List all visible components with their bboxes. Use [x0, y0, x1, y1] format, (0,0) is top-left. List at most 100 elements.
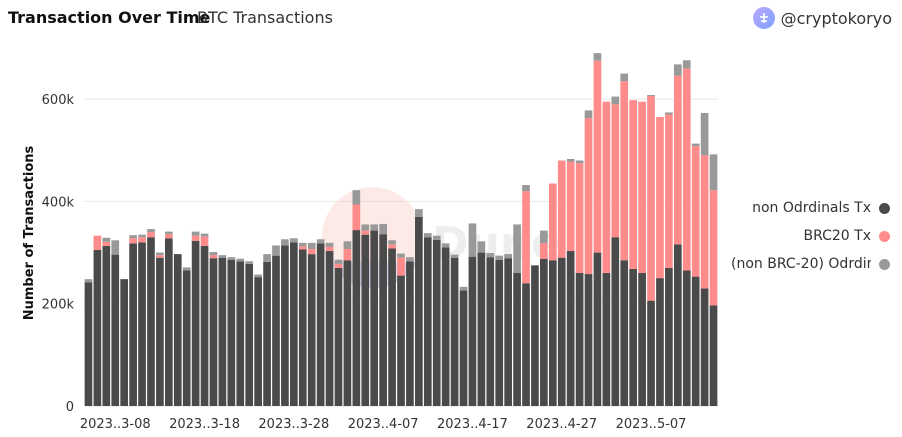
bar-segment-brc20 [200, 236, 209, 246]
legend-dot [879, 230, 890, 242]
bar-segment-non-ordinals [263, 261, 271, 406]
bar-segment-non-brc20-ordinals [459, 286, 468, 291]
legend-dot [879, 202, 890, 214]
legend-label: (non BRC-20) Odrdinals Tx [731, 256, 871, 272]
bar-segment-non-brc20-ordinals [647, 95, 655, 97]
bar-segment-non-ordinals [700, 288, 709, 406]
bar-segment-non-brc20-ordinals [370, 224, 379, 231]
bar-segment-non-ordinals [513, 273, 521, 406]
bar-segment-non-ordinals [93, 250, 102, 406]
y-tick-label: 200k [42, 298, 75, 313]
bar-segment-brc20 [709, 190, 718, 306]
bar-segment-non-ordinals [531, 265, 539, 406]
bar-segment-non-ordinals [379, 234, 387, 406]
bar-segment-brc20 [540, 243, 548, 259]
bar-segment-non-brc20-ordinals [441, 243, 450, 248]
x-tick-label: 2023..5-07 [616, 417, 687, 432]
bar-segment-non-brc20-ordinals [343, 241, 352, 249]
bar-segment-non-ordinals [682, 270, 691, 406]
y-tick-label: 0 [66, 400, 74, 415]
bar-segment-non-ordinals [334, 267, 343, 406]
legend-item-non-brc20-ordinals[interactable]: (non BRC-20) Odrdinals Tx [726, 252, 890, 276]
bar-segment-non-ordinals [522, 283, 530, 406]
bar-segment-non-brc20-ordinals [156, 252, 164, 256]
bar-segment-non-brc20-ordinals [218, 255, 227, 258]
bar-segment-non-brc20-ordinals [691, 143, 700, 147]
x-tick-label: 2023..3-28 [258, 417, 329, 432]
bar-segment-brc20 [557, 160, 566, 258]
bar-segment-brc20 [566, 161, 575, 252]
bar-segment-non-brc20-ordinals [682, 60, 691, 69]
legend-item-non-ordinals[interactable]: non Odrdinals Tx [726, 196, 890, 220]
legend-dot [879, 258, 890, 270]
bar-segment-brc20 [620, 81, 629, 261]
bar-segment-non-ordinals [432, 239, 441, 406]
bar-segment-non-ordinals [182, 270, 191, 406]
bar-segment-non-ordinals [209, 258, 218, 406]
bar-segment-non-brc20-ordinals [415, 209, 423, 217]
bar-segment-non-ordinals [218, 257, 227, 406]
bar-segment-non-brc20-ordinals [540, 230, 548, 244]
bar-segment-brc20 [388, 244, 396, 249]
author[interactable]: @cryptokoryo [752, 6, 892, 30]
bar-segment-non-brc20-ordinals [254, 274, 262, 278]
chart-header: Transaction Over Time BTC Transactions @… [0, 0, 902, 36]
bar-segment-non-ordinals [227, 259, 236, 406]
bar-segment-non-ordinals [316, 243, 325, 406]
bar-segment-non-brc20-ordinals [700, 112, 709, 156]
x-tick-label: 2023..4-17 [437, 417, 508, 432]
bar-segment-non-ordinals [709, 305, 718, 406]
bar-segment-non-ordinals [540, 258, 548, 406]
bar-segment-non-ordinals [629, 268, 638, 406]
bar-segment-non-brc20-ordinals [397, 253, 405, 258]
bar-segment-non-brc20-ordinals [450, 254, 459, 258]
bar-segment-non-brc20-ordinals [200, 233, 209, 237]
bar-segment-non-brc20-ordinals [361, 224, 370, 231]
bar-segment-non-ordinals [441, 247, 450, 406]
bar-segment-non-ordinals [84, 282, 93, 406]
x-tick-label: 2023..4-07 [348, 417, 419, 432]
x-tick-label: 2023..3-08 [80, 417, 151, 432]
bar-segment-non-brc20-ordinals [379, 223, 387, 235]
bar-segment-brc20 [156, 255, 164, 258]
bar-segment-non-ordinals [138, 242, 146, 406]
legend-item-brc20[interactable]: BRC20 Tx [726, 224, 890, 248]
bar-segment-non-ordinals [290, 242, 298, 406]
bar-segment-non-ordinals [593, 252, 602, 406]
bar-segment-non-ordinals [236, 261, 245, 406]
bar-segment-brc20 [611, 104, 620, 238]
bar-segment-non-brc20-ordinals [325, 242, 334, 247]
bar-segment-brc20 [629, 100, 638, 269]
bar-segment-brc20 [593, 60, 602, 253]
bar-segment-non-ordinals [673, 244, 682, 406]
bar-segment-non-ordinals [102, 245, 111, 406]
bar-segment-non-brc20-ordinals [566, 158, 575, 162]
bar-segment-non-brc20-ordinals [272, 245, 280, 256]
y-tick-label: 600k [42, 93, 75, 108]
bar-segment-non-ordinals [638, 273, 646, 406]
bar-segment-brc20 [665, 114, 673, 268]
x-axis: 2023..3-08 2023..3-18 2023..3-28 2023..4-07… [80, 417, 687, 432]
bar-segment-non-brc20-ordinals [406, 257, 414, 262]
bars [84, 53, 718, 406]
bar-segment-non-brc20-ordinals [575, 160, 584, 164]
bar-segment-non-ordinals [486, 257, 495, 406]
bar-segment-brc20 [102, 241, 111, 246]
bar-segment-non-brc20-ordinals [290, 238, 298, 243]
bar-segment-non-ordinals [325, 251, 334, 406]
bar-segment-non-ordinals [173, 254, 182, 406]
bar-segment-brc20 [575, 163, 584, 274]
bar-segment-non-brc20-ordinals [673, 64, 682, 76]
bar-segment-non-brc20-ordinals [495, 255, 504, 260]
bar-segment-non-ordinals [147, 237, 155, 406]
y-axis: 0 200k 400k 600k [42, 93, 75, 415]
y-axis-label: Number of Transactions [22, 145, 37, 320]
bar-segment-non-brc20-ordinals [111, 240, 120, 255]
bar-segment-brc20 [682, 68, 691, 271]
bar-segment-brc20 [647, 96, 655, 301]
bar-segment-non-ordinals [307, 254, 316, 406]
bar-segment-non-brc20-ordinals [281, 239, 289, 246]
bar-segment-non-ordinals [656, 278, 664, 406]
bar-segment-non-brc20-ordinals [584, 110, 593, 119]
